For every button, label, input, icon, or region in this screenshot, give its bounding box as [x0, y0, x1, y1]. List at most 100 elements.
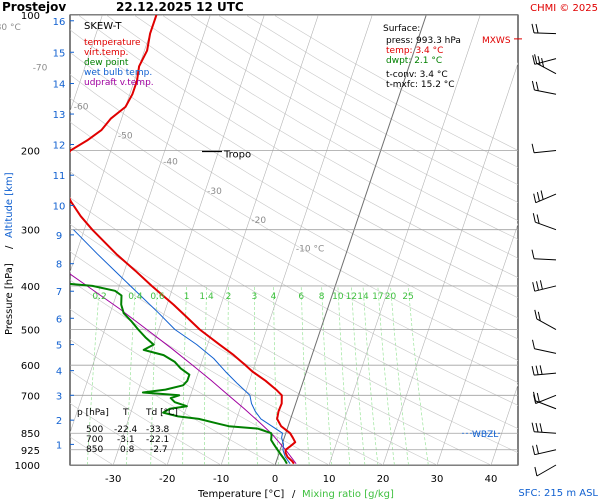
- wind-barb: [533, 392, 557, 404]
- isotherm: [70, 15, 211, 434]
- table-cell: -2.7: [150, 445, 168, 455]
- barb-flag: [532, 339, 535, 349]
- mxws-label: MXWS: [482, 36, 511, 46]
- surface-dwpt: dwpt: 2.1 °C: [386, 56, 442, 66]
- sfc-altitude-label: SFC: 215 m ASL: [518, 488, 598, 499]
- barb-flag: [533, 193, 537, 203]
- barb-flag: [531, 422, 535, 432]
- mixing-ratio-label: 10: [332, 292, 344, 302]
- y-axis-title: Pressure [hPa] / Altitude [km]: [4, 172, 15, 335]
- label-layer: Tropo -80 °C -70 -60 -50 -40 -30 -20 -10 °C 0.2 0.…: [0, 11, 522, 485]
- wind-barb: [531, 23, 557, 35]
- altitude-tick: 8: [56, 260, 62, 271]
- surface-temp: temp: 3.4 °C: [386, 46, 443, 56]
- pressure-tick: 200: [21, 146, 40, 157]
- barb-staff: [535, 193, 557, 204]
- barb-flag: [535, 81, 539, 91]
- x-axis-label-mixing: Mixing ratio [g/kg]: [302, 489, 394, 500]
- temperature-tick: -20: [159, 474, 175, 485]
- mixing-ratio-label: 25: [402, 292, 413, 302]
- pressure-tick: 400: [21, 282, 40, 293]
- dry-adiabat: [106, 15, 518, 259]
- level-table: p [hPa] T Td [°C] 500 -22.4 -33.8 700 -3…: [77, 408, 178, 455]
- temperature-curve: [70, 15, 297, 465]
- barb-flag: [534, 309, 538, 320]
- pressure-tick: 500: [21, 326, 40, 337]
- isotherm: [166, 15, 319, 465]
- isotherm-label: -30: [207, 187, 222, 197]
- pressure-tick: 700: [21, 391, 40, 402]
- barb-flag: [536, 191, 540, 202]
- altitude-tick: 6: [56, 314, 62, 325]
- wind-barb: [533, 190, 557, 204]
- altitude-tick: 3: [56, 391, 62, 402]
- surface-press: press: 993.3 hPa: [386, 36, 461, 46]
- table-cell: 500: [86, 425, 103, 435]
- altitude-tick: 4: [56, 367, 62, 378]
- x-axis-title: Temperature [°C] / Mixing ratio [g/kg]: [197, 489, 394, 500]
- barb-flag: [534, 466, 538, 477]
- isotherm-label: -70: [33, 64, 48, 74]
- dry-adiabat: [78, 15, 518, 278]
- wind-barb: [532, 444, 557, 456]
- pressure-tick: 600: [21, 361, 40, 372]
- altitude-tick: 16: [53, 17, 66, 28]
- table-cell: 0.8: [120, 445, 135, 455]
- barb-flag: [540, 190, 544, 200]
- temperature-tick: 0: [272, 474, 278, 485]
- barb-flag: [536, 392, 540, 403]
- surface-info: Surface: press: 993.3 hPa temp: 3.4 °C d…: [383, 24, 461, 90]
- barb-flag: [532, 55, 536, 65]
- x-axis-label: Temperature [°C]: [197, 489, 284, 500]
- isotherm: [70, 15, 157, 274]
- wind-barb: [532, 213, 557, 231]
- barb-flag: [539, 365, 543, 375]
- dewpoint-curve: [70, 282, 288, 465]
- datetime-title: 22.12.2025 12 UTC: [116, 0, 244, 14]
- barb-staff: [534, 58, 557, 65]
- temperature-tick: 10: [323, 474, 336, 485]
- surface-heading: Surface:: [383, 24, 420, 34]
- isotherm: [328, 15, 481, 465]
- wind-barb: [534, 464, 557, 477]
- wind-barb: [531, 249, 557, 261]
- altitude-tick: 1: [56, 440, 62, 451]
- y-axis-label: Pressure [hPa]: [4, 263, 15, 335]
- barb-flag: [535, 422, 539, 433]
- dry-adiabat: [70, 51, 518, 319]
- altitude-tick: 11: [53, 171, 66, 182]
- dry-adiabat: [70, 74, 518, 340]
- table-header-t: T: [122, 408, 129, 418]
- isotherm-label: -80 °C: [0, 23, 21, 33]
- plot-area: [69, 14, 519, 466]
- isotherm: [220, 15, 373, 465]
- mixing-ratio-label: 2: [226, 292, 232, 302]
- altitude-tick: 14: [53, 80, 66, 91]
- credit-label: CHMI © 2025: [530, 3, 598, 14]
- mixing-ratio-label: 0.6: [150, 292, 165, 302]
- data-layer: [70, 15, 297, 465]
- pressure-tick: 100: [21, 11, 40, 22]
- barb-staff: [535, 221, 557, 231]
- barb-staff: [535, 394, 557, 404]
- isotherm-label: -60: [74, 102, 89, 112]
- barb-staff: [534, 348, 557, 354]
- pressure-tick: 1000: [15, 461, 40, 472]
- temperature-tick: -10: [213, 474, 229, 485]
- wbzl-label: WBZL: [472, 430, 498, 440]
- wind-barb: [531, 80, 557, 95]
- table-cell: -33.8: [146, 425, 170, 435]
- surface-tconv: t-conv: 3.4 °C: [386, 70, 448, 80]
- isotherm: [70, 15, 103, 113]
- legend-dew-point: dew point: [84, 58, 129, 68]
- isotherm: [382, 62, 518, 465]
- grid-layer: [70, 15, 518, 465]
- dry-adiabat: [70, 121, 518, 383]
- wind-barb: [532, 280, 557, 292]
- barb-flag: [531, 143, 535, 153]
- table-cell: 850: [86, 445, 103, 455]
- mixing-ratio-label: 8: [319, 292, 325, 302]
- pressure-tick: 300: [21, 226, 40, 237]
- y-axis-label-altitude: Altitude [km]: [4, 172, 15, 238]
